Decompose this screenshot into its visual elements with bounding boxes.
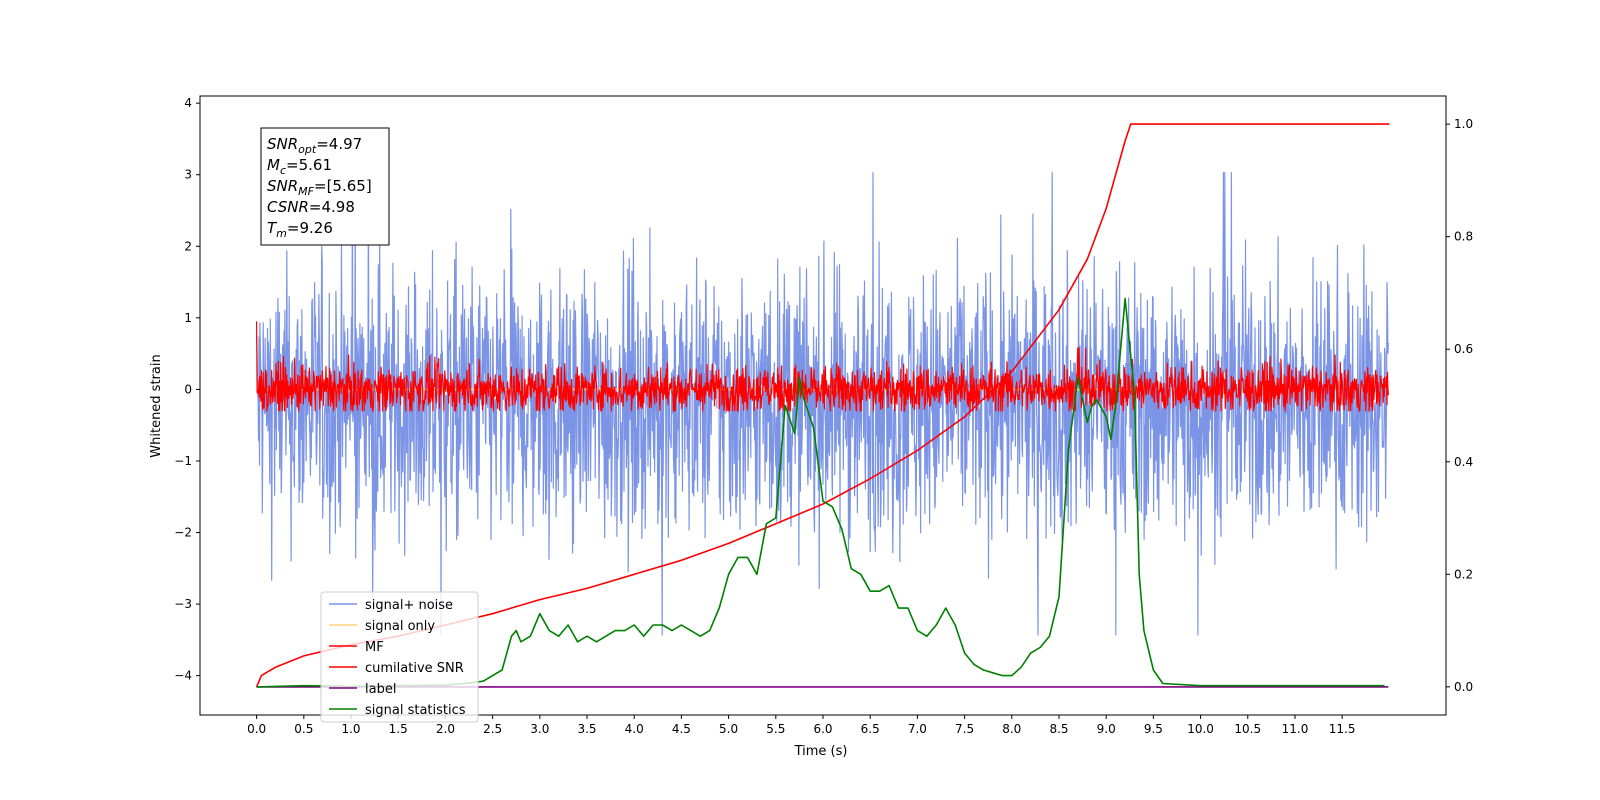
annotation-subscript: c [280, 164, 286, 177]
annotation-value: =4.98 [309, 198, 355, 216]
annotation-line: CSNR=4.98 [267, 198, 355, 216]
y-left-tick-label: 0 [184, 382, 192, 396]
x-tick-label: 1.5 [389, 722, 408, 736]
x-tick-label: 8.5 [1049, 722, 1068, 736]
y-axis-label: Whitened strain [149, 354, 164, 457]
y-left-tick-label: −4 [174, 669, 192, 683]
legend-entry-label: cumilative SNR [365, 661, 464, 676]
annotation-symbol: SNR [267, 177, 298, 195]
annotation-line: Tm=9.26 [267, 219, 333, 240]
x-tick-label: 1.0 [341, 722, 360, 736]
x-tick-label: 11.5 [1329, 722, 1356, 736]
x-tick-label: 0.0 [247, 722, 266, 736]
y-left-tick-label: −3 [174, 597, 192, 611]
y-axis-left: 4 3 2 1 0 −1 −2 −3 −4 [174, 96, 200, 683]
legend: signal+ noise signal only MF cumilative SNR… [320, 591, 479, 723]
legend-entry-label: signal statistics [365, 703, 466, 718]
x-tick-label: 9.5 [1144, 722, 1163, 736]
annotation-value: =5.61 [286, 156, 332, 174]
annotation-box: SNRopt=4.97Mc=5.61SNRMF=[5.65]CSNR=4.98T… [260, 127, 390, 246]
x-tick-label: 10.5 [1234, 722, 1261, 736]
x-tick-label: 4.0 [625, 722, 644, 736]
series-line-signal-statistics [256, 297, 1385, 688]
y-right-tick-label: 0.6 [1454, 342, 1473, 356]
annotation-symbol: T [267, 219, 278, 237]
y-right-tick-label: 0.2 [1454, 567, 1473, 581]
legend-entry-label: label [365, 682, 396, 697]
annotation-line: SNRMF=[5.65] [267, 177, 372, 198]
x-tick-label: 4.5 [672, 722, 691, 736]
x-tick-label: 2.0 [436, 722, 455, 736]
x-tick-label: 7.5 [955, 722, 974, 736]
y-right-tick-label: 0.8 [1454, 230, 1473, 244]
x-tick-label: 5.0 [719, 722, 738, 736]
annotation-subscript: MF [298, 185, 314, 198]
x-tick-label: 7.0 [908, 722, 927, 736]
annotation-value: =9.26 [287, 219, 333, 237]
legend-frame [320, 591, 479, 723]
y-right-tick-label: 0.4 [1454, 455, 1473, 469]
x-tick-label: 3.0 [530, 722, 549, 736]
x-tick-label: 6.0 [813, 722, 832, 736]
y-left-tick-label: 3 [184, 168, 192, 182]
y-left-tick-label: −1 [174, 454, 192, 468]
legend-entry-label: MF [365, 640, 384, 655]
series-line-mf [256, 321, 1389, 412]
annotation-line: Mc=5.61 [267, 156, 332, 177]
x-tick-label: 0.5 [294, 722, 313, 736]
annotation-symbol: SNR [267, 135, 298, 153]
annotation-subscript: m [276, 227, 287, 240]
y-left-tick-label: 1 [184, 311, 192, 325]
y-axis-right: 1.0 0.8 0.6 0.4 0.2 0.0 [1446, 117, 1473, 694]
x-tick-label: 8.0 [1002, 722, 1021, 736]
y-left-tick-label: 2 [184, 239, 192, 253]
legend-entry-label: signal only [365, 619, 435, 634]
x-tick-label: 2.5 [483, 722, 502, 736]
annotation-line: SNRopt=4.97 [267, 135, 362, 156]
x-tick-label: 5.5 [766, 722, 785, 736]
y-right-tick-label: 0.0 [1454, 680, 1473, 694]
x-tick-label: 9.0 [1097, 722, 1116, 736]
annotation-frame [260, 127, 390, 246]
x-tick-label: 6.5 [861, 722, 880, 736]
x-tick-label: 11.0 [1282, 722, 1309, 736]
x-tick-label: 3.5 [577, 722, 596, 736]
annotation-value: =[5.65] [314, 177, 372, 195]
x-tick-label: 10.0 [1187, 722, 1214, 736]
annotation-symbol: CSNR [267, 198, 309, 216]
annotation-symbol: M [267, 156, 280, 174]
annotation-value: =4.97 [316, 135, 362, 153]
y-left-tick-label: −2 [174, 526, 192, 540]
y-right-tick-label: 1.0 [1454, 117, 1473, 131]
x-axis: 0.0 0.5 1.0 1.5 2.0 2.5 3.0 3.5 4.0 4.5 5.0 5.5 6.0 6… [247, 715, 1356, 736]
legend-entry-label: signal+ noise [365, 598, 453, 613]
y-left-tick-label: 4 [184, 96, 192, 110]
x-axis-label: Time (s) [794, 744, 848, 759]
annotation-subscript: opt [298, 143, 317, 156]
